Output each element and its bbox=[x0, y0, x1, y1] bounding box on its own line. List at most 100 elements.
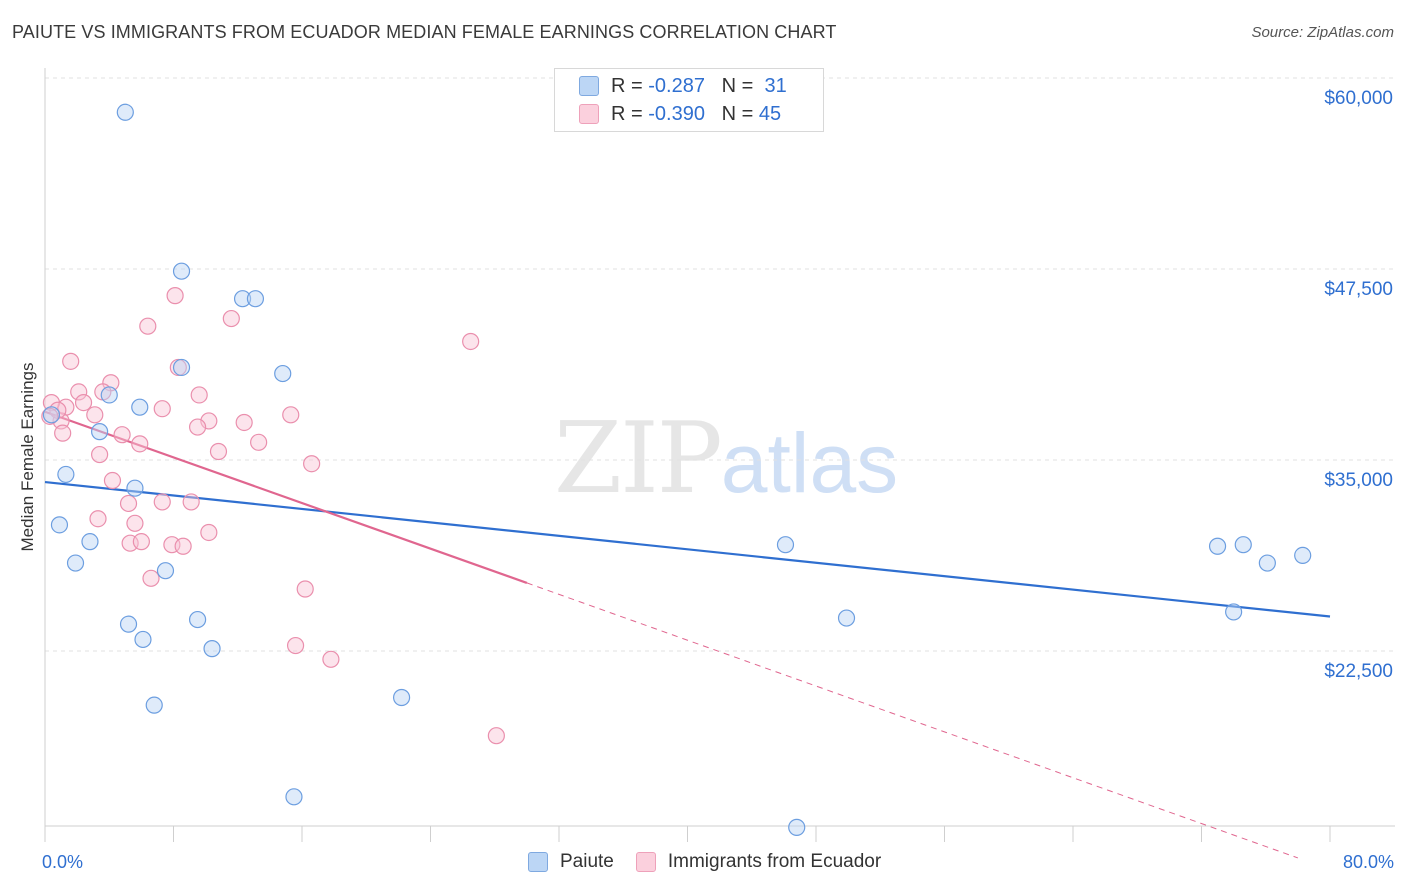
series-label-paiute: Paiute bbox=[560, 851, 614, 872]
y-tick-label: $35,000 bbox=[1324, 470, 1393, 491]
data-point-ecuador bbox=[250, 433, 268, 451]
legend-n-label: N = bbox=[721, 102, 754, 125]
data-point-paiute bbox=[274, 364, 292, 383]
x-tick-label-min: 0.0% bbox=[42, 852, 84, 872]
data-point-paiute bbox=[66, 554, 85, 572]
data-points bbox=[41, 103, 1312, 836]
data-point-paiute bbox=[100, 386, 118, 404]
x-tick-label-max: 80.0% bbox=[1342, 852, 1394, 872]
data-point-ecuador bbox=[166, 287, 184, 305]
chart-title: PAIUTE VS IMMIGRANTS FROM ECUADOR MEDIAN… bbox=[12, 22, 837, 42]
legend-n-value-ecuador: 45 bbox=[758, 102, 782, 125]
data-point-ecuador bbox=[209, 442, 228, 461]
legend-r-label: R = bbox=[611, 102, 643, 125]
data-point-paiute bbox=[776, 536, 795, 554]
data-point-ecuador bbox=[322, 650, 340, 668]
data-point-paiute bbox=[1225, 603, 1243, 621]
data-point-paiute bbox=[1294, 546, 1312, 565]
correlation-legend: R = -0.287 N = 31 R = -0.390 N = 45 bbox=[554, 68, 824, 132]
data-point-paiute bbox=[42, 406, 61, 424]
data-point-ecuador bbox=[153, 493, 171, 511]
data-point-ecuador bbox=[182, 493, 200, 511]
data-point-ecuador bbox=[487, 727, 505, 745]
data-point-ecuador bbox=[462, 332, 480, 351]
data-point-paiute bbox=[156, 562, 175, 580]
y-axis-label: Median Female Earnings bbox=[18, 362, 37, 552]
series-swatch-paiute bbox=[528, 852, 548, 872]
axes bbox=[44, 68, 1395, 842]
data-point-paiute bbox=[837, 609, 856, 627]
legend-row-ecuador: R = -0.390 N = 45 bbox=[579, 101, 781, 127]
trend-lines bbox=[44, 410, 1331, 859]
y-tick-labels: $60,000 $47,500 $35,000 $22,500 bbox=[1324, 88, 1393, 682]
data-point-ecuador bbox=[235, 413, 253, 432]
data-point-paiute bbox=[145, 696, 163, 714]
data-point-ecuador bbox=[126, 514, 144, 532]
data-point-ecuador bbox=[54, 424, 72, 442]
trend-line-paiute bbox=[44, 480, 1331, 618]
data-point-paiute bbox=[134, 630, 152, 649]
data-point-ecuador bbox=[131, 435, 149, 453]
data-point-paiute bbox=[203, 640, 221, 658]
data-point-ecuador bbox=[296, 580, 314, 598]
series-swatch-ecuador bbox=[635, 852, 656, 872]
data-point-paiute bbox=[91, 423, 109, 441]
data-point-ecuador bbox=[286, 636, 305, 655]
data-point-ecuador bbox=[91, 445, 109, 464]
data-point-paiute bbox=[1234, 536, 1252, 554]
data-point-ecuador bbox=[132, 533, 150, 551]
data-point-ecuador bbox=[153, 400, 171, 418]
legend-r-label: R = bbox=[611, 74, 643, 97]
data-point-paiute bbox=[126, 479, 144, 497]
legend-n-value-paiute: 31 bbox=[764, 74, 787, 97]
source-label: Source: ZipAtlas.com bbox=[1251, 24, 1394, 41]
legend-swatch-paiute bbox=[579, 76, 599, 96]
data-point-ecuador bbox=[139, 317, 157, 335]
y-tick-label: $60,000 bbox=[1324, 88, 1393, 109]
data-point-paiute bbox=[1208, 537, 1227, 555]
data-point-ecuador bbox=[113, 426, 131, 444]
data-point-paiute bbox=[233, 290, 252, 308]
data-point-ecuador bbox=[282, 406, 300, 424]
data-point-ecuador bbox=[86, 406, 104, 424]
legend-r-value-ecuador: -0.390 bbox=[648, 102, 705, 125]
data-point-ecuador bbox=[303, 455, 321, 473]
data-point-ecuador bbox=[142, 569, 160, 587]
data-point-paiute bbox=[119, 615, 138, 633]
y-tick-label: $47,500 bbox=[1324, 279, 1393, 300]
data-point-paiute bbox=[285, 788, 303, 806]
data-point-paiute bbox=[246, 290, 265, 308]
grid-lines bbox=[45, 77, 1395, 652]
data-point-paiute bbox=[116, 103, 134, 121]
data-point-ecuador bbox=[190, 386, 208, 404]
data-point-paiute bbox=[172, 262, 191, 280]
data-point-ecuador bbox=[174, 537, 192, 555]
series-legend-ecuador: Immigrants from Ecuador bbox=[635, 851, 882, 873]
data-point-paiute bbox=[188, 610, 207, 629]
series-legend-paiute: Paiute bbox=[528, 851, 614, 873]
legend-n-label: N = bbox=[721, 74, 754, 97]
data-point-ecuador bbox=[70, 383, 88, 401]
watermark-zip: ZIP bbox=[554, 402, 723, 516]
data-point-paiute bbox=[81, 533, 99, 551]
data-point-ecuador bbox=[103, 471, 122, 490]
data-point-paiute bbox=[131, 398, 149, 416]
data-point-ecuador bbox=[222, 309, 240, 328]
data-point-paiute bbox=[57, 465, 75, 484]
legend-row-paiute: R = -0.287 N = 31 bbox=[579, 73, 787, 99]
data-point-paiute bbox=[1258, 554, 1276, 572]
trend-line-ecuador bbox=[44, 410, 528, 584]
series-label-ecuador: Immigrants from Ecuador bbox=[667, 851, 882, 872]
data-point-paiute bbox=[50, 516, 69, 534]
data-point-ecuador bbox=[62, 352, 80, 370]
data-point-paiute bbox=[392, 688, 411, 707]
data-point-paiute bbox=[788, 818, 806, 836]
watermark: ZIPatlas bbox=[554, 402, 898, 516]
legend-swatch-ecuador bbox=[579, 104, 599, 124]
data-point-ecuador bbox=[119, 494, 138, 513]
data-point-ecuador bbox=[200, 523, 218, 542]
series-legend: Paiute Immigrants from Ecuador bbox=[528, 851, 903, 873]
data-point-ecuador bbox=[89, 510, 107, 528]
y-tick-label: $22,500 bbox=[1324, 661, 1393, 682]
data-point-ecuador bbox=[188, 418, 207, 436]
